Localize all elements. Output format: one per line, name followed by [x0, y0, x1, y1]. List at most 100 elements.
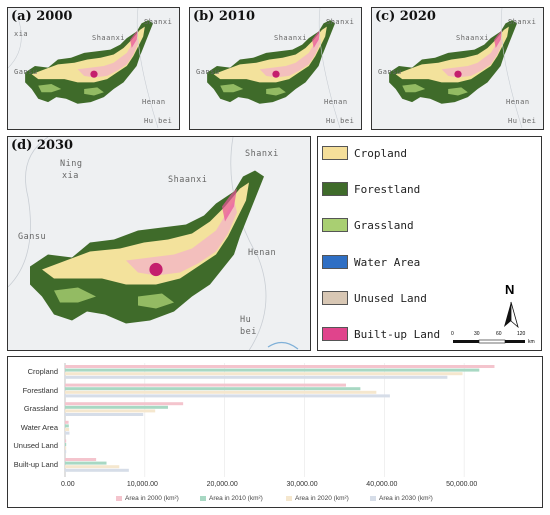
category-label: Cropland — [27, 367, 58, 376]
map-region-2010 — [207, 8, 341, 129]
scale-tick-60: 60 — [496, 331, 502, 337]
bar — [65, 394, 390, 398]
legend-item-cropland: Cropland — [322, 145, 407, 161]
map-label-henan: Henan — [142, 98, 166, 106]
map-label-henan: Henan — [324, 98, 348, 106]
chart-legend-label: Area in 2020 (km²) — [295, 495, 349, 502]
bar — [65, 446, 67, 450]
map-label-gansu: Gansu — [378, 68, 402, 76]
bar — [65, 428, 70, 431]
panel-label-2000: (a) 2000 — [11, 9, 73, 24]
bar — [65, 375, 448, 379]
category-label: Forestland — [22, 385, 58, 395]
legend-label-grassland: Grassland — [354, 218, 414, 232]
map-label-hubei: Hu bei — [508, 117, 537, 125]
map-label-gansu: Gansu — [14, 68, 38, 76]
map-label-shanxi: Shanxi — [245, 149, 279, 159]
bar — [65, 439, 67, 443]
legend-swatch-water — [322, 255, 348, 269]
x-tick-label: 20,000.00 — [206, 481, 238, 488]
chart-legend-item: Area in 2020 (km²) — [286, 495, 349, 502]
bar — [65, 368, 480, 372]
bar — [65, 413, 144, 416]
scale-bar — [453, 339, 525, 344]
panel-label-2020: (c) 2020 — [375, 9, 436, 24]
panel-label-2010: (b) 2010 — [193, 9, 256, 24]
bar — [65, 365, 495, 368]
legend-label-builtup: Built-up Land — [354, 327, 441, 341]
map-label-shaanxi: Shaanxi — [456, 34, 490, 42]
map-panel-2030: (d) 2030 Ning xia Shanxi Shaanxi Gansu H… — [7, 136, 311, 351]
bar — [65, 465, 120, 469]
bar — [65, 402, 184, 406]
legend-label-unused: Unused Land — [354, 291, 427, 305]
chart-legend-label: Area in 2030 (km²) — [379, 495, 433, 502]
map-label-hubei: Hu bei — [326, 117, 355, 125]
map-label-shanxi: Shanxi — [508, 18, 537, 26]
bar — [65, 458, 97, 461]
x-tick-label: 50,000.00 — [446, 481, 478, 488]
chart-legend-label: Area in 2010 (km²) — [209, 495, 263, 502]
chart-legend-swatch — [370, 496, 376, 501]
map-label-henan: Henan — [248, 248, 277, 258]
legend-swatch-unused — [322, 291, 348, 305]
bar — [65, 420, 69, 424]
chart-legend-swatch — [116, 496, 122, 501]
chart-legend-label: Area in 2000 (km²) — [125, 495, 179, 502]
chart-legend-swatch — [200, 496, 206, 501]
map-label-gansu: Gansu — [18, 232, 47, 242]
bar — [65, 424, 69, 428]
map-label-hu: Hu — [240, 315, 252, 325]
legend-label-forestland: Forestland — [354, 182, 421, 196]
map-label-shaanxi: Shaanxi — [274, 34, 308, 42]
map-label-shanxi: Shanxi — [144, 18, 173, 26]
chart-legend-item: Area in 2000 (km²) — [116, 495, 179, 502]
map-label-hubei: Hu bei — [144, 117, 173, 125]
north-label: N — [505, 282, 515, 297]
map-panel-2000: (a) 2000 Shanxi xia Shaanxi Gansu Henan … — [7, 7, 180, 130]
legend-item-forestland: Forestland — [322, 181, 420, 197]
chart-legend-item: Area in 2010 (km²) — [200, 495, 263, 502]
map-label-henan: Henan — [506, 98, 530, 106]
category-label: Water Area — [20, 422, 58, 432]
x-tick-label: 40,000.00 — [366, 481, 398, 488]
map-label-shaanxi: Shaanxi — [92, 34, 126, 42]
bar — [65, 372, 463, 376]
legend-item-builtup: Built-up Land — [322, 326, 440, 342]
panel-label-2030: (d) 2030 — [11, 138, 74, 153]
chart-legend-item: Area in 2030 (km²) — [370, 495, 433, 502]
bar — [65, 390, 377, 394]
legend-swatch-cropland — [322, 146, 348, 160]
bar — [65, 450, 67, 454]
bar — [65, 383, 346, 387]
map-label-shanxi: Shanxi — [326, 18, 355, 26]
scale-tick-120: 120 — [517, 331, 526, 337]
legend-item-water: Water Area — [322, 254, 420, 270]
bar — [65, 409, 156, 413]
bar — [65, 461, 107, 465]
scale-tick-30: 30 — [474, 331, 480, 337]
category-label: Built-up Land — [13, 460, 58, 469]
chart-legend-swatch — [286, 496, 292, 501]
map-region-2030 — [8, 137, 299, 350]
map-region-2000 — [8, 8, 159, 129]
bar — [65, 405, 168, 409]
map-label-xia: xia — [62, 171, 79, 181]
chart-plot — [64, 363, 495, 477]
map-legend: Cropland Forestland Grassland Water Area… — [317, 136, 542, 351]
bar — [65, 431, 70, 435]
map-panel-2010: (b) 2010 Shanxi Shaanxi Gansu Henan Hu b… — [189, 7, 362, 130]
map-label-ningxia: xia — [14, 30, 29, 38]
x-tick-label: 10,000.00 — [126, 481, 158, 488]
legend-label-water: Water Area — [354, 255, 421, 269]
map-label-bei: bei — [240, 327, 257, 337]
bar — [65, 443, 67, 446]
north-arrow-icon — [504, 301, 519, 329]
x-tick-label: 0.00 — [61, 481, 75, 488]
legend-item-grassland: Grassland — [322, 217, 414, 233]
x-tick-label: 30,000.00 — [286, 481, 318, 488]
map-label-gansu: Gansu — [196, 68, 220, 76]
legend-swatch-builtup — [322, 327, 348, 341]
scale-tick-0: 0 — [451, 331, 454, 337]
legend-item-unused: Unused Land — [322, 290, 427, 306]
